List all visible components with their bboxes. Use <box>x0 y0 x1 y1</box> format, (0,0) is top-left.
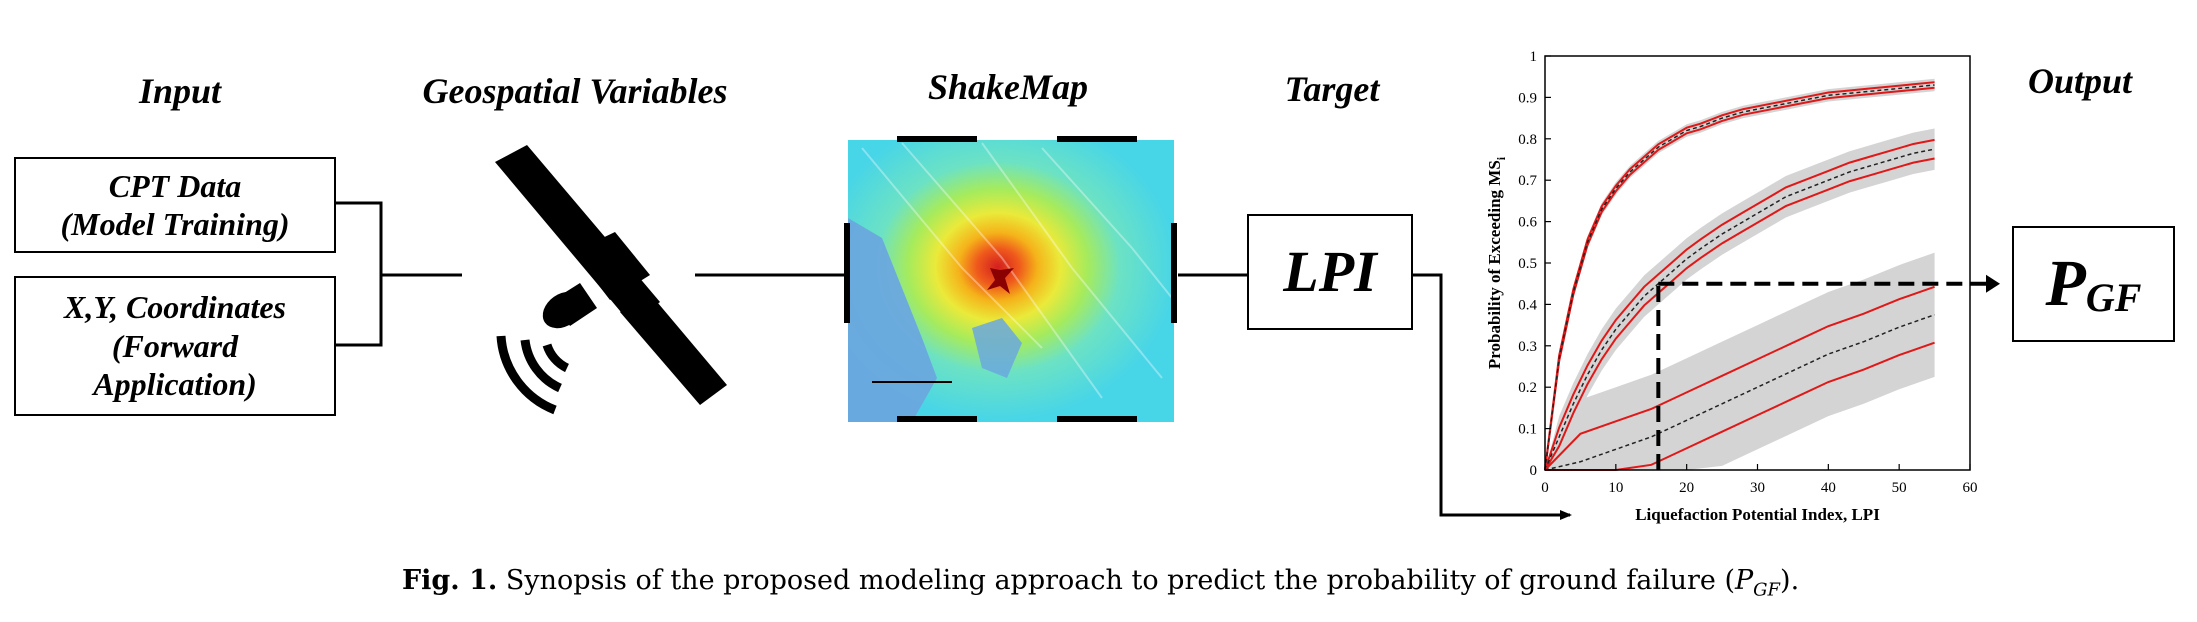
probability-chart: 0 10 20 30 40 50 60 0 0.1 0.2 0.3 0.4 0.5 0.6 0.7 0.8 0.… <box>1485 49 2000 524</box>
series-0-bound-1 <box>1544 86 1935 471</box>
x-tick-label-3: 30 <box>1750 480 1765 496</box>
lpi-box: LPI <box>1247 214 1413 330</box>
series-0-line <box>1544 84 1935 471</box>
y-tick-label-7: 0.7 <box>1518 173 1537 189</box>
highlight-arrowhead <box>1986 274 2000 293</box>
series-2-bound-0 <box>1544 285 1935 471</box>
input-bracket <box>334 201 383 347</box>
geospatial-header: Geospatial Variables <box>422 71 728 111</box>
satellite-icon <box>495 145 727 415</box>
x-tick-label-4: 40 <box>1821 480 1836 496</box>
x-tick-label-5: 50 <box>1892 480 1907 496</box>
y-tick-label-3: 0.3 <box>1518 339 1537 355</box>
lpi-to-chart-arrow <box>1413 273 1572 520</box>
input-header: Input <box>138 71 222 111</box>
series-2-line <box>1544 314 1935 471</box>
cpt-data-box: CPT Data (Model Training) <box>14 157 336 253</box>
caption-symbol-sub: GF <box>1753 579 1781 601</box>
lpi-label: LPI <box>1283 239 1377 305</box>
caption-label: Fig. 1. <box>402 565 498 596</box>
shakemap-header: ShakeMap <box>927 67 1089 107</box>
y-tick-label-6: 0.6 <box>1518 215 1537 231</box>
target-header: Target <box>1284 69 1380 109</box>
caption-symbol: P <box>1734 565 1754 596</box>
series-1-line <box>1544 148 1935 471</box>
shakemap-image <box>844 136 1177 422</box>
x-axis-label: Liquefaction Potential Index, LPI <box>1635 505 1880 524</box>
x-tick-label-1: 10 <box>1608 480 1623 496</box>
series-1-bound-1 <box>1544 157 1935 471</box>
coordinates-line3: Application) <box>93 366 257 403</box>
x-tick-label-6: 60 <box>1963 480 1978 496</box>
caption-text: Synopsis of the proposed modeling approa… <box>505 565 1735 596</box>
figure-caption: Fig. 1. Synopsis of the proposed modelin… <box>402 565 1799 600</box>
pgf-box: P GF <box>2012 226 2175 342</box>
y-tick-label-5: 0.5 <box>1518 256 1537 272</box>
coordinates-line2: (Forward <box>111 327 239 364</box>
x-tick-label-2: 20 <box>1679 480 1694 496</box>
y-axis-label: Probability of Exceeding MSi <box>1485 156 1508 369</box>
y-tick-label-10: 1 <box>1530 49 1538 65</box>
caption-end: ). <box>1780 565 1800 596</box>
y-tick-label-2: 0.2 <box>1518 380 1537 396</box>
pgf-main: P <box>2045 247 2086 321</box>
cpt-data-line2: (Model Training) <box>60 206 290 242</box>
series-1-bound-0 <box>1544 138 1935 471</box>
output-header: Output <box>2027 61 2133 101</box>
coordinates-line1: X,Y, Coordinates <box>64 289 286 326</box>
y-tick-label-9: 0.9 <box>1518 90 1537 106</box>
y-axis-label-sub: i <box>1494 156 1508 160</box>
series-2-band <box>1545 252 1935 470</box>
x-tick-label-0: 0 <box>1541 480 1549 496</box>
cpt-data-line1: CPT Data <box>108 167 242 204</box>
series-0-bound-0 <box>1544 81 1935 471</box>
y-tick-label-1: 0.1 <box>1518 422 1537 438</box>
series-1-band <box>1545 128 1935 470</box>
y-tick-label-8: 0.8 <box>1518 132 1537 148</box>
y-tick-label-4: 0.4 <box>1518 297 1537 313</box>
coordinates-box: X,Y, Coordinates (Forward Application) <box>14 276 336 416</box>
pgf-sub: GF <box>2085 275 2142 320</box>
y-tick-label-0: 0 <box>1530 463 1538 479</box>
